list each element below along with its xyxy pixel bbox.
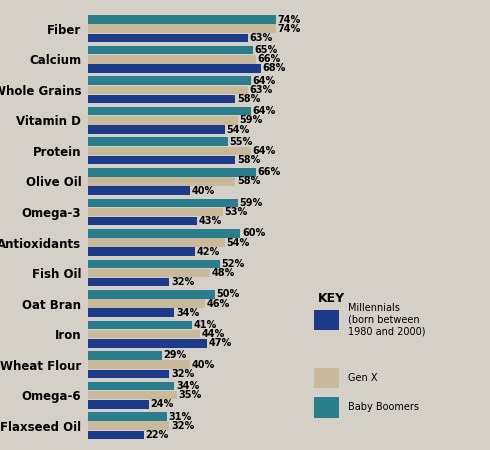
Text: Baby Boomers: Baby Boomers	[347, 402, 418, 413]
Text: 42%: 42%	[196, 247, 220, 256]
Text: 22%: 22%	[146, 430, 169, 440]
Text: 74%: 74%	[277, 14, 301, 25]
Text: 43%: 43%	[199, 216, 222, 226]
Text: 35%: 35%	[178, 390, 202, 400]
Bar	[88, 299, 205, 308]
Bar	[88, 86, 248, 94]
Bar	[88, 46, 253, 54]
Bar	[88, 360, 190, 369]
Bar	[88, 269, 210, 277]
Text: 64%: 64%	[252, 106, 275, 116]
Text: 64%: 64%	[252, 146, 275, 156]
Bar	[88, 125, 225, 134]
Text: 52%: 52%	[221, 259, 245, 269]
Bar	[88, 208, 222, 216]
Bar	[88, 138, 228, 146]
Bar	[88, 309, 174, 317]
Text: 59%: 59%	[240, 198, 263, 208]
Text: 66%: 66%	[257, 167, 280, 177]
Bar	[88, 168, 256, 176]
Text: 64%: 64%	[252, 76, 275, 86]
Text: 32%: 32%	[171, 421, 194, 431]
Text: 54%: 54%	[227, 125, 250, 135]
Text: 46%: 46%	[206, 299, 230, 309]
Text: Millennials
(born between
1980 and 2000): Millennials (born between 1980 and 2000)	[347, 303, 425, 336]
Bar	[88, 321, 192, 329]
Bar	[88, 107, 250, 116]
Bar	[88, 95, 235, 104]
Bar	[88, 260, 220, 268]
Text: 40%: 40%	[191, 360, 215, 369]
Text: 41%: 41%	[194, 320, 217, 330]
Text: 59%: 59%	[240, 115, 263, 126]
Text: 24%: 24%	[150, 399, 174, 410]
Text: KEY: KEY	[318, 292, 344, 305]
Text: 66%: 66%	[257, 54, 280, 64]
Text: 63%: 63%	[249, 85, 273, 95]
Bar	[88, 400, 149, 409]
Bar	[88, 248, 195, 256]
Text: 53%: 53%	[224, 207, 247, 217]
Bar	[88, 369, 170, 378]
Bar	[88, 339, 207, 347]
Bar	[88, 391, 177, 400]
Bar	[88, 290, 215, 299]
Bar	[88, 330, 200, 338]
Text: 47%: 47%	[209, 338, 232, 348]
Bar	[88, 147, 250, 155]
Bar	[314, 368, 339, 388]
Text: 65%: 65%	[255, 45, 278, 55]
Bar	[88, 431, 144, 439]
Text: 74%: 74%	[277, 24, 301, 34]
Bar	[88, 186, 190, 195]
Text: 60%: 60%	[242, 228, 265, 238]
Text: 55%: 55%	[229, 137, 252, 147]
Text: 54%: 54%	[227, 238, 250, 248]
Bar	[88, 64, 261, 73]
Text: 58%: 58%	[237, 176, 260, 186]
Bar	[88, 76, 250, 85]
Text: 34%: 34%	[176, 381, 199, 391]
Text: 63%: 63%	[249, 33, 273, 43]
Text: 50%: 50%	[217, 289, 240, 299]
Text: 29%: 29%	[163, 351, 187, 360]
Text: 34%: 34%	[176, 308, 199, 318]
Bar	[314, 310, 339, 330]
Bar	[88, 55, 256, 63]
Bar	[88, 229, 241, 238]
Bar	[88, 278, 170, 287]
Text: 48%: 48%	[212, 268, 235, 278]
Bar	[88, 217, 197, 225]
Bar	[88, 382, 174, 390]
Bar	[88, 198, 238, 207]
Bar	[88, 156, 235, 164]
Bar	[314, 397, 339, 418]
Text: 68%: 68%	[262, 63, 286, 73]
Bar	[88, 24, 276, 33]
Text: Gen X: Gen X	[347, 373, 377, 383]
Bar	[88, 422, 170, 430]
Text: 58%: 58%	[237, 155, 260, 165]
Bar	[88, 412, 167, 421]
Text: 58%: 58%	[237, 94, 260, 104]
Text: 31%: 31%	[169, 412, 192, 422]
Bar	[88, 238, 225, 247]
Text: 40%: 40%	[191, 185, 215, 196]
Bar	[88, 351, 162, 360]
Bar	[88, 177, 235, 186]
Text: 32%: 32%	[171, 277, 194, 287]
Bar	[88, 34, 248, 42]
Text: 44%: 44%	[201, 329, 224, 339]
Text: 32%: 32%	[171, 369, 194, 379]
Bar	[88, 116, 238, 125]
Bar	[88, 15, 276, 24]
